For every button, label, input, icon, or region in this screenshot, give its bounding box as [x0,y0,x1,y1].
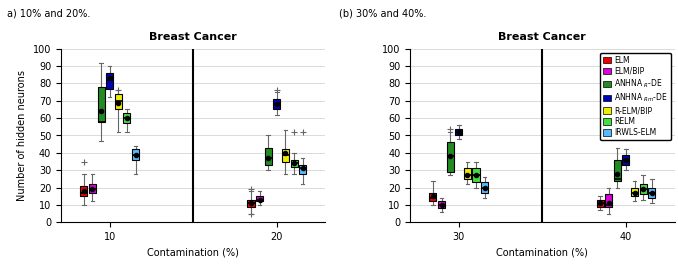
PathPatch shape [98,87,104,122]
PathPatch shape [605,195,612,207]
PathPatch shape [256,196,263,201]
PathPatch shape [473,169,479,182]
PathPatch shape [648,188,656,198]
PathPatch shape [464,169,471,179]
PathPatch shape [80,186,87,196]
PathPatch shape [123,113,130,123]
Y-axis label: Number of hidden neurons: Number of hidden neurons [18,70,27,201]
PathPatch shape [282,149,289,162]
PathPatch shape [247,200,254,207]
PathPatch shape [447,143,454,172]
PathPatch shape [631,188,638,196]
PathPatch shape [291,160,298,167]
PathPatch shape [455,128,462,136]
PathPatch shape [106,73,113,89]
X-axis label: Contamination (%): Contamination (%) [147,247,239,257]
Text: (b) 30% and 40%.: (b) 30% and 40%. [339,8,426,18]
PathPatch shape [132,149,139,160]
PathPatch shape [481,182,488,193]
Title: Breast Cancer: Breast Cancer [149,33,237,43]
Text: a) 10% and 20%.: a) 10% and 20%. [7,8,90,18]
X-axis label: Contamination (%): Contamination (%) [496,247,589,257]
PathPatch shape [115,94,122,109]
PathPatch shape [89,184,96,193]
PathPatch shape [639,184,647,195]
PathPatch shape [299,165,306,174]
Legend: ELM, ELM/BIP, ANHNA $_{R}$-DE, ANHNA $_{Rm}$-DE, R-ELM/BIP, RELM, IRWLS-ELM: ELM, ELM/BIP, ANHNA $_{R}$-DE, ANHNA $_{… [600,53,671,140]
PathPatch shape [614,160,621,180]
Title: Breast Cancer: Breast Cancer [498,33,586,43]
PathPatch shape [597,200,603,207]
PathPatch shape [264,148,272,165]
PathPatch shape [273,99,281,109]
PathPatch shape [622,154,629,165]
PathPatch shape [438,201,445,208]
PathPatch shape [429,193,437,201]
